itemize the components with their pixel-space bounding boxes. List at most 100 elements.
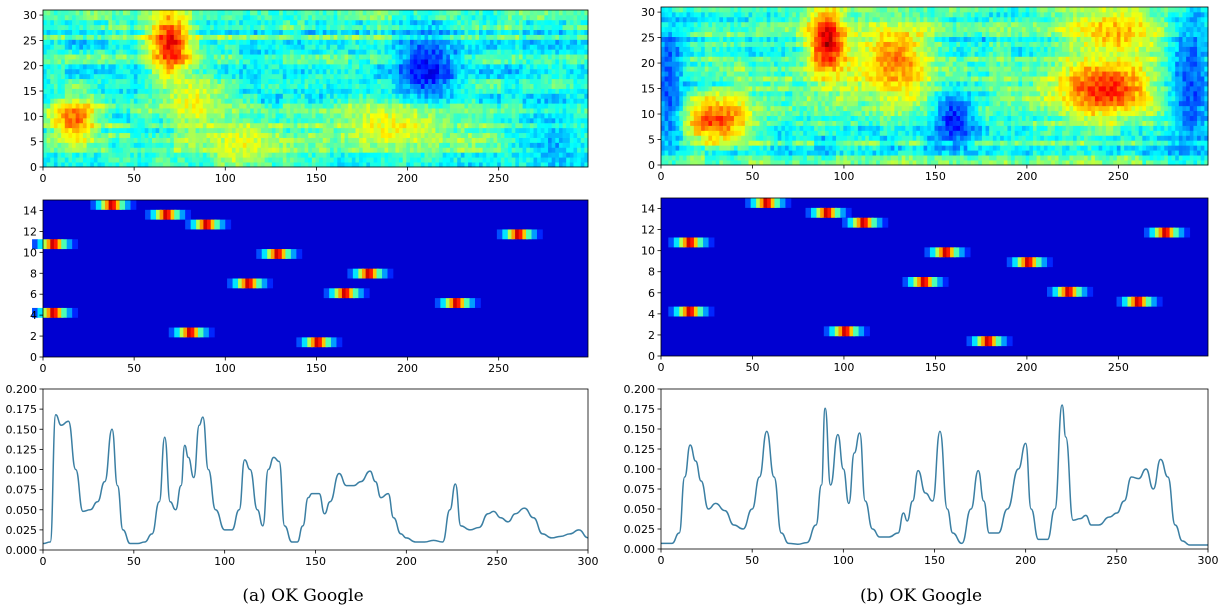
heatmap-cell [79, 73, 84, 80]
heatmap-cell [141, 162, 146, 168]
heatmap-cell [224, 63, 229, 70]
heatmap-cell [482, 127, 487, 134]
heatmap-cell [489, 44, 494, 50]
heatmap-cell [428, 113, 433, 119]
heatmap-cell [228, 54, 233, 60]
heatmap-cell [239, 44, 244, 50]
y-tick-label: 10 [23, 110, 37, 123]
heatmap-cell [577, 39, 582, 45]
heatmap-cell [493, 162, 498, 168]
heatmap-cell [540, 162, 545, 168]
heatmap-cell [122, 152, 127, 158]
heatmap-cell [406, 59, 411, 65]
heatmap-cell [293, 68, 298, 75]
heatmap-cell [500, 122, 505, 129]
heatmap-cell [286, 93, 291, 99]
heatmap-cell [424, 34, 429, 40]
heatmap-cell [108, 63, 113, 70]
heatmap-cell [537, 59, 542, 65]
heatmap-cell [540, 98, 545, 104]
heatmap-cell [304, 10, 309, 16]
heatmap-cell [529, 10, 534, 16]
heatmap-cell [511, 122, 516, 129]
heatmap-cell [380, 93, 385, 99]
heatmap-cell [449, 83, 454, 89]
heatmap-peak-cell [46, 307, 53, 318]
heatmap-cell [373, 68, 378, 75]
heatmap-cell [202, 103, 207, 109]
heatmap-cell [290, 29, 295, 35]
heatmap-cell [319, 122, 324, 129]
heatmap-cell [551, 132, 556, 138]
heatmap-cell [112, 73, 117, 80]
heatmap-cell [326, 103, 331, 109]
heatmap-cell [43, 137, 48, 143]
heatmap-cell [148, 68, 153, 75]
heatmap-cell [97, 24, 102, 31]
heatmap-cell [184, 127, 189, 134]
heatmap-cell [86, 98, 91, 104]
heatmap-cell [159, 103, 164, 109]
heatmap-cell [108, 44, 113, 50]
heatmap-cell [122, 68, 127, 75]
heatmap-cell [380, 113, 385, 119]
heatmap-cell [333, 117, 338, 124]
heatmap-cell [359, 24, 364, 31]
heatmap-cell [315, 117, 320, 124]
heatmap-cell [246, 152, 251, 158]
heatmap-cell [104, 157, 109, 163]
heatmap-cell [395, 142, 400, 148]
heatmap-cell [213, 83, 218, 89]
heatmap-cell [359, 59, 364, 65]
heatmap-cell [224, 162, 229, 168]
heatmap-cell [170, 10, 175, 16]
heatmap-cell [50, 147, 55, 153]
heatmap-cell [573, 78, 578, 84]
heatmap-cell [562, 39, 567, 45]
heatmap-cell [428, 122, 433, 129]
heatmap-cell [130, 68, 135, 75]
heatmap-cell [86, 142, 91, 148]
heatmap-cell [315, 132, 320, 138]
heatmap-cell [402, 78, 407, 84]
heatmap-cell [319, 117, 324, 124]
heatmap-cell [493, 34, 498, 40]
heatmap-cell [224, 98, 229, 104]
heatmap-cell [402, 83, 407, 89]
heatmap-cell [573, 54, 578, 60]
heatmap-cell [64, 157, 69, 163]
heatmap-cell [486, 152, 491, 158]
heatmap-cell [370, 122, 375, 129]
heatmap-cell [337, 73, 342, 80]
heatmap-cell [573, 68, 578, 75]
heatmap-cell [213, 44, 218, 50]
heatmap-cell [479, 14, 484, 21]
heatmap-cell [366, 93, 371, 99]
heatmap-cell [253, 10, 258, 16]
heatmap-cell [315, 142, 320, 148]
heatmap-cell [315, 98, 320, 104]
heatmap-cell [162, 14, 167, 21]
heatmap-cell [271, 63, 276, 70]
heatmap-cell [380, 117, 385, 124]
heatmap-peak-cell [101, 200, 108, 210]
heatmap-cell [112, 29, 117, 35]
heatmap-cell [68, 127, 73, 134]
heatmap-cell [93, 88, 98, 94]
heatmap-cell [75, 157, 80, 163]
heatmap-cell [449, 59, 454, 65]
heatmap-cell [424, 98, 429, 104]
heatmap-cell [264, 127, 269, 134]
heatmap-cell [166, 68, 171, 75]
heatmap-cell [522, 103, 527, 109]
heatmap-cell [82, 122, 87, 129]
heatmap-cell [144, 152, 149, 158]
heatmap-cell [548, 147, 553, 153]
heatmap-cell [97, 122, 102, 129]
heatmap-cell [72, 162, 77, 168]
heatmap-cell [348, 122, 353, 129]
heatmap-cell [366, 49, 371, 55]
heatmap-cell [348, 49, 353, 55]
heatmap-cell [479, 122, 484, 129]
